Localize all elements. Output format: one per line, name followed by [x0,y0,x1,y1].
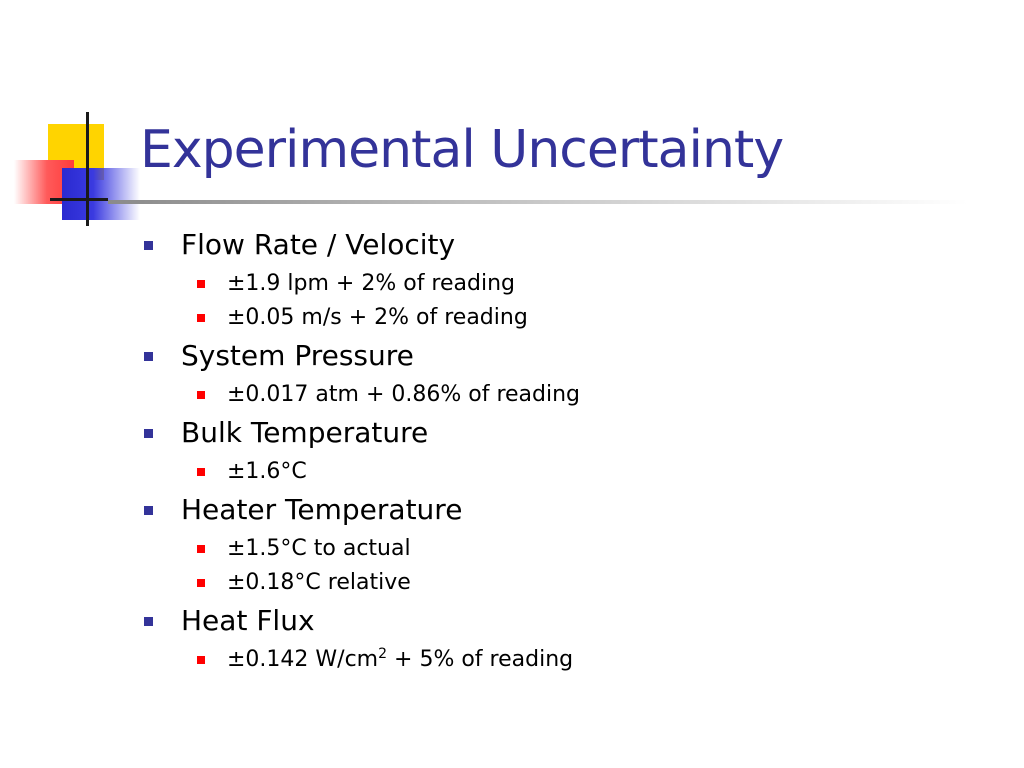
sub-bullet-text: ±0.05 m/s + 2% of reading [227,305,528,330]
sub-bullet-text: ±1.6°C [227,459,307,484]
square-bullet-icon [144,352,153,361]
bullet-list: Flow Rate / Velocity ±1.9 lpm + 2% of re… [140,228,980,675]
sub-bullet-item: ±1.6°C [140,457,980,487]
square-bullet-icon [197,280,205,288]
bullet-label: Bulk Temperature [181,416,429,449]
title-divider [108,200,968,204]
square-bullet-icon [144,241,153,250]
sub-bullet-item: ±0.017 atm + 0.86% of reading [140,380,980,410]
square-bullet-icon [197,391,205,399]
sub-bullet-item: ±1.5°C to actual [140,534,980,564]
slide-title: Experimental Uncertainty [140,120,784,180]
sub-bullet-item: ±0.18°C relative [140,568,980,598]
bullet-item-flow-rate: Flow Rate / Velocity [140,228,980,262]
bullet-item-heat-flux: Heat Flux [140,604,980,638]
sub-bullet-text: ±1.9 lpm + 2% of reading [227,271,515,296]
sub-bullet-text-prefix: ±0.142 W/cm [227,647,379,672]
logo-vertical-line [86,112,89,226]
bullet-item-heater-temperature: Heater Temperature [140,493,980,527]
sub-bullet-text: ±1.5°C to actual [227,536,411,561]
sub-bullet-text: ±0.18°C relative [227,570,411,595]
square-bullet-icon [144,429,153,438]
sub-bullet-item: ±1.9 lpm + 2% of reading [140,269,980,299]
sub-bullet-item: ±0.05 m/s + 2% of reading [140,303,980,333]
logo-blue-square [62,168,140,220]
sub-bullet-text-suffix: + 5% of reading [387,647,574,672]
bullet-label: System Pressure [181,339,414,372]
bullet-item-system-pressure: System Pressure [140,339,980,373]
square-bullet-icon [197,314,205,322]
superscript-exponent: 2 [378,646,388,662]
sub-bullet-item: ±0.142 W/cm2 + 5% of reading [140,645,980,675]
square-bullet-icon [197,468,205,476]
sub-bullet-text: ±0.017 atm + 0.86% of reading [227,382,581,407]
logo-horizontal-line [50,198,108,201]
bullet-item-bulk-temperature: Bulk Temperature [140,416,980,450]
square-bullet-icon [197,656,205,664]
square-bullet-icon [197,545,205,553]
corner-logo [0,0,140,240]
square-bullet-icon [144,506,153,515]
bullet-label: Flow Rate / Velocity [181,228,456,261]
bullet-label: Heat Flux [181,604,315,637]
square-bullet-icon [144,617,153,626]
square-bullet-icon [197,579,205,587]
bullet-label: Heater Temperature [181,493,463,526]
